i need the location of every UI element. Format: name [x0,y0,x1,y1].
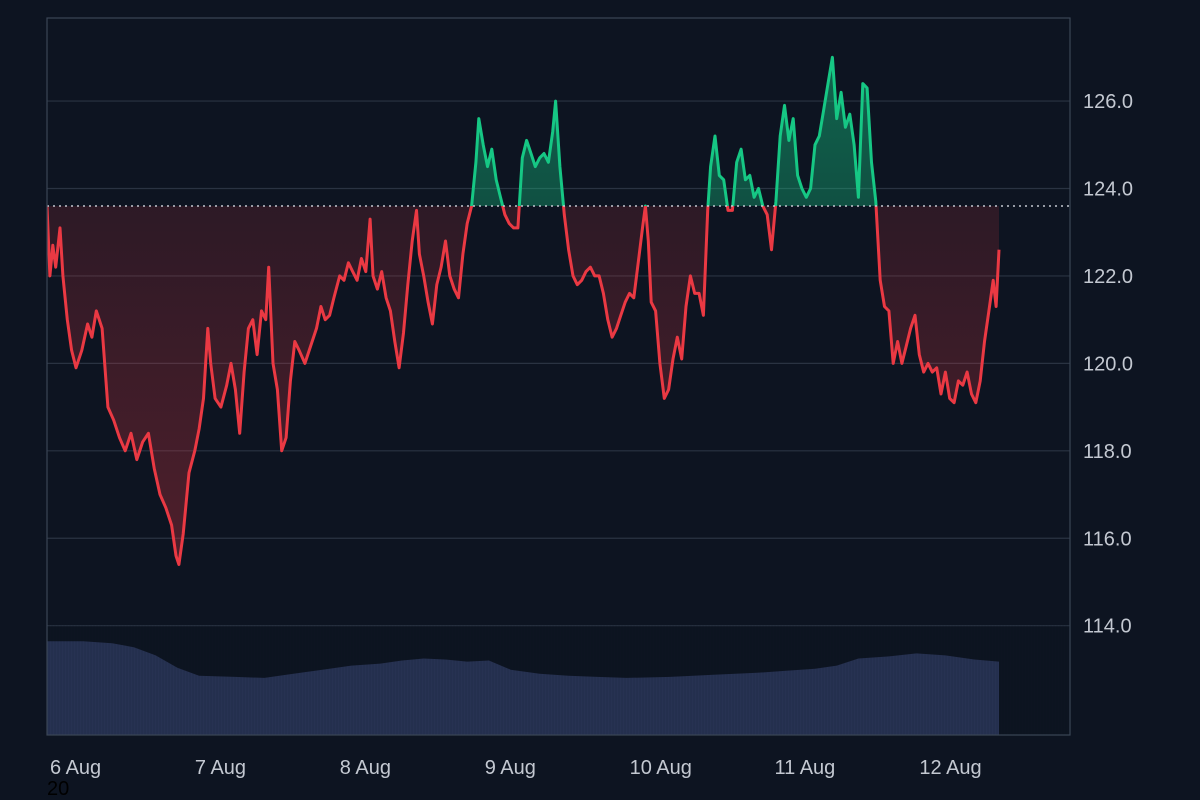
x-tick-label: 7 Aug [195,757,246,779]
x-tick-label: 8 Aug [340,757,391,779]
x-tick-label: 11 Aug [775,757,836,779]
x-tick-label: 10 Aug [630,757,692,779]
volume-bars [47,625,1070,735]
y-tick-label: 116.0 [1083,528,1132,550]
price-line-above [47,55,878,206]
y-tick-label: 114.0 [1083,616,1132,638]
area-below-baseline [47,205,999,565]
area-above-baseline [471,57,877,206]
y-tick-label: 118.0 [1083,441,1132,463]
x-tick-label: 6 Aug [50,757,101,779]
x-tick-label: 12 Aug [919,757,981,779]
x-tick-label: 9 Aug [485,757,536,779]
x-axis: 6 Aug 7 Aug 8 Aug 9 Aug 10 Aug 11 Aug 12 Aug [50,757,982,779]
plot-border [46,17,1071,736]
plot-frame [46,17,1071,736]
price-line [47,55,1001,566]
y-axis: 126.0 124.0 122.0 120.0 118.0 116.0 114.0 [1083,91,1133,638]
price-area [47,57,999,565]
y-tick-label: 122.0 [1083,266,1133,288]
y-tick-label: 120.0 [1083,353,1133,375]
y-tick-label: 124.0 [1083,179,1133,201]
y-tick-label: 126.0 [1083,91,1133,113]
price-line-below [47,205,1001,566]
volume-area [47,641,999,735]
corner-year-label: 20 [47,778,70,800]
